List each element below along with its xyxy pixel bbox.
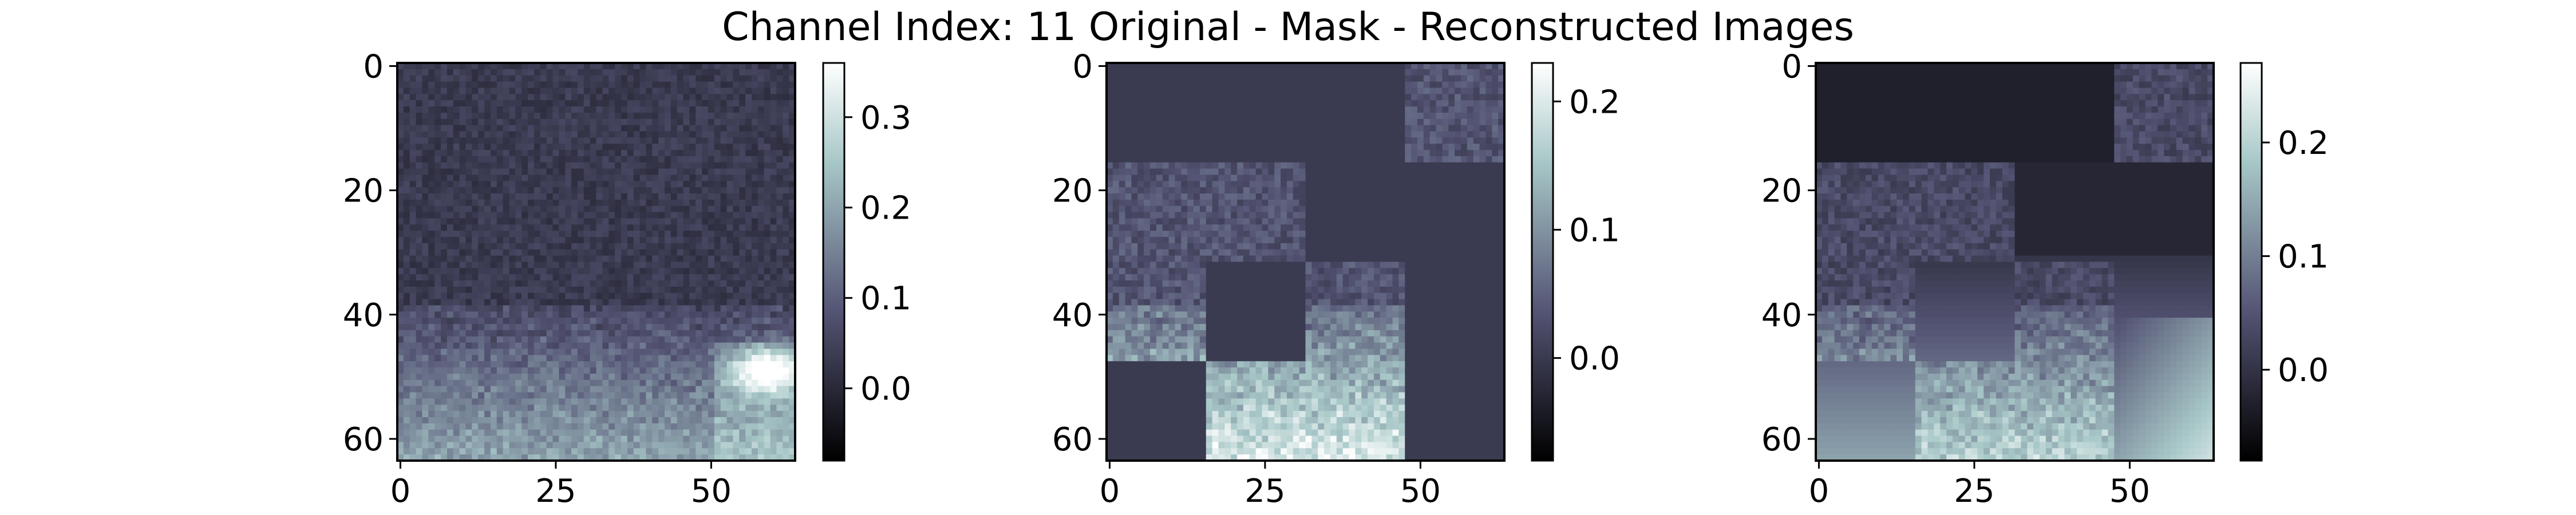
mask-x-ticks: 0 25 50 — [1100, 461, 1441, 510]
y-tick-label: 20 — [343, 173, 384, 210]
colorbar-gradient — [1532, 63, 1553, 461]
y-tick-label: 40 — [343, 297, 384, 334]
x-tick-label: 50 — [2109, 473, 2150, 510]
reconstructed-x-ticks: 0 25 50 — [1809, 461, 2150, 510]
colorbar-tick-label: 0.2 — [1569, 84, 1620, 121]
colorbar-tick-label: 0.1 — [2278, 239, 2329, 276]
y-tick-label: 60 — [343, 421, 384, 458]
y-tick-label: 40 — [1761, 297, 1802, 334]
x-tick-label: 25 — [1954, 473, 1994, 510]
colorbar-frame — [822, 62, 846, 462]
colorbar-tick-label: 0.3 — [860, 100, 911, 137]
original-x-ticks: 0 25 50 — [390, 461, 732, 510]
y-tick-label: 60 — [1761, 421, 1802, 458]
colorbar-frame — [1531, 62, 1554, 462]
mask-colorbar: 0.0 0.1 0.2 — [1531, 62, 1620, 462]
figure-title: Channel Index: 11 Original - Mask - Reco… — [722, 5, 1854, 50]
x-tick-label: 0 — [390, 473, 411, 510]
original-y-ticks: 0 20 40 60 — [343, 48, 397, 458]
x-tick-label: 25 — [1244, 473, 1285, 510]
colorbar-tick-label: 0.0 — [860, 371, 911, 408]
panel-original: 0 25 50 0 20 40 60 0.0 0.1 0.2 0.3 — [343, 48, 911, 510]
mask-heatmap — [1107, 63, 1505, 461]
colorbar-tick-label: 0.2 — [2278, 125, 2329, 162]
reconstructed-heatmap — [1816, 63, 2214, 461]
colorbar-tick-label: 0.0 — [1569, 340, 1620, 378]
x-tick-label: 50 — [1400, 473, 1441, 510]
original-axes-frame — [396, 62, 796, 462]
x-tick-label: 0 — [1100, 473, 1120, 510]
y-tick-label: 0 — [1781, 48, 1802, 85]
colorbar-gradient — [823, 63, 844, 461]
x-tick-label: 0 — [1809, 473, 1830, 510]
mask-axes-frame — [1105, 62, 1506, 462]
colorbar-frame — [2239, 62, 2263, 462]
mask-y-ticks: 0 20 40 60 — [1052, 48, 1107, 458]
reconstructed-colorbar: 0.0 0.1 0.2 — [2239, 62, 2329, 462]
y-tick-label: 20 — [1052, 173, 1093, 210]
y-tick-label: 20 — [1761, 173, 1802, 210]
x-tick-label: 25 — [535, 473, 576, 510]
original-heatmap — [397, 63, 796, 461]
y-tick-label: 40 — [1052, 297, 1093, 334]
reconstructed-axes-frame — [1815, 62, 2215, 462]
colorbar-tick-label: 0.1 — [1569, 212, 1620, 249]
y-tick-label: 60 — [1052, 421, 1093, 458]
panel-mask: 0 25 50 0 20 40 60 0.0 0.1 0.2 — [1052, 48, 1620, 510]
panel-reconstructed: 0 25 50 0 20 40 60 0.0 0.1 0.2 — [1761, 48, 2329, 510]
reconstructed-y-ticks: 0 20 40 60 — [1761, 48, 1816, 458]
y-tick-label: 0 — [363, 48, 384, 85]
colorbar-tick-label: 0.0 — [2278, 352, 2329, 389]
original-colorbar: 0.0 0.1 0.2 0.3 — [822, 62, 911, 462]
y-tick-label: 0 — [1072, 48, 1093, 85]
x-tick-label: 50 — [691, 473, 732, 510]
colorbar-tick-label: 0.1 — [860, 280, 911, 318]
colorbar-tick-label: 0.2 — [860, 190, 911, 227]
colorbar-gradient — [2241, 63, 2262, 461]
